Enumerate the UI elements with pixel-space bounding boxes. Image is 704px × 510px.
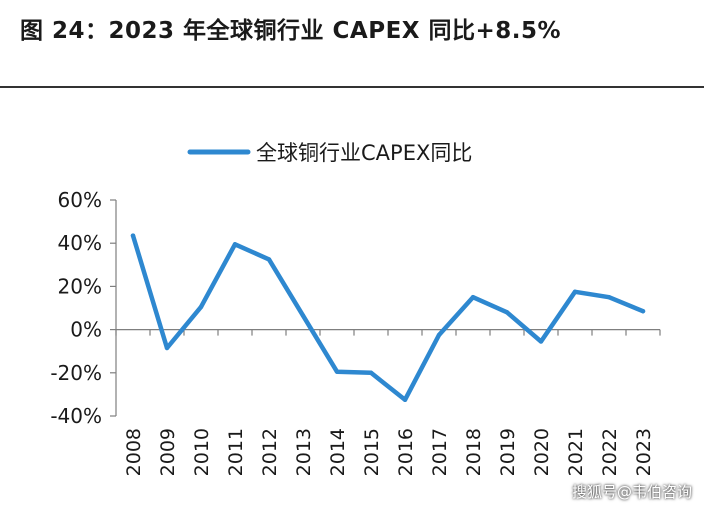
data-point	[504, 310, 510, 315]
x-tick-label: 2011	[225, 428, 247, 476]
data-point	[402, 397, 408, 402]
y-tick-label: 20%	[58, 274, 102, 298]
title-divider	[0, 86, 704, 88]
y-tick-label: -20%	[50, 361, 102, 385]
data-point	[300, 313, 306, 318]
data-point	[572, 289, 578, 294]
x-tick-label: 2013	[293, 428, 315, 476]
data-point	[640, 309, 646, 314]
legend: 全球铜行业CAPEX同比	[187, 141, 472, 165]
x-tick-label: 2014	[327, 428, 349, 476]
x-axis: 2008 2009 2010 2011 2012 2013 2014 2015 2016 2017…	[115, 329, 661, 476]
data-point	[368, 370, 374, 375]
x-tick-label: 2008	[123, 428, 145, 476]
data-point	[334, 369, 340, 374]
x-tick-label: 2021	[565, 428, 587, 476]
watermark: 搜狐号@韦伯咨询	[571, 483, 692, 501]
x-tick-label: 2018	[463, 428, 485, 476]
x-tick-label: 2019	[497, 428, 519, 476]
y-tick-label: -40%	[50, 404, 102, 428]
x-tick-label: 2015	[361, 428, 383, 476]
x-tick-label: 2017	[429, 428, 451, 476]
chart-title: 图 24：2023 年全球铜行业 CAPEX 同比+8.5%	[20, 18, 562, 44]
y-tick-label: 40%	[58, 231, 102, 255]
data-point	[198, 304, 204, 310]
data-point	[436, 332, 442, 338]
y-tick-label: 60%	[58, 188, 102, 212]
x-tick-label: 2022	[599, 428, 621, 476]
x-tick-label: 2023	[633, 428, 655, 476]
data-point	[470, 295, 476, 300]
data-point	[164, 345, 170, 351]
data-point	[538, 339, 544, 344]
y-axis: -40% -20% 0% 20% 40% 60%	[50, 188, 117, 428]
x-tick-label: 2016	[395, 428, 417, 476]
legend-label: 全球铜行业CAPEX同比	[256, 141, 472, 165]
x-tick-label: 2012	[259, 428, 281, 476]
data-point	[232, 242, 238, 247]
x-tick-label: 2010	[191, 428, 213, 476]
x-tick-label: 2009	[157, 428, 179, 476]
y-tick-label: 0%	[70, 318, 102, 342]
data-point	[266, 257, 272, 262]
plot-area	[130, 233, 646, 403]
series-line	[130, 233, 646, 403]
data-point	[606, 295, 612, 300]
data-point	[130, 233, 136, 238]
x-tick-label: 2020	[531, 428, 553, 476]
